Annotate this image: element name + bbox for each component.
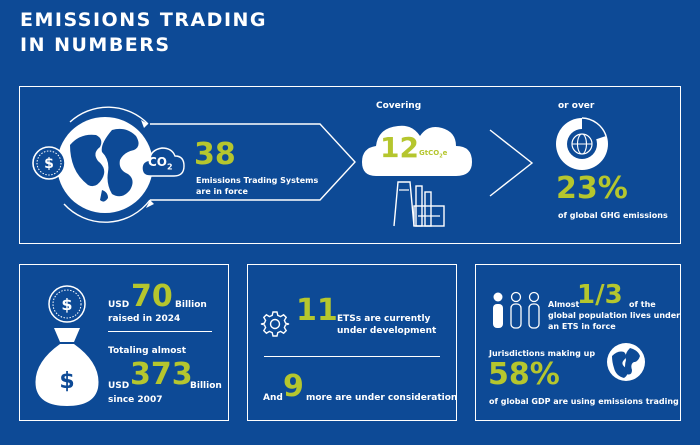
cons-prefix: And (263, 393, 283, 403)
co2-label: CO2 (148, 155, 173, 174)
gdp-text: of global GDP are using emissions tradin… (489, 397, 679, 406)
totaling-label: Totaling almost (108, 346, 187, 356)
ghg-value: 23% (556, 171, 628, 206)
usd-label-2: USD (108, 381, 130, 391)
chevron-right-icon (489, 129, 534, 197)
co2-text: CO (148, 155, 168, 169)
arrow-banner (150, 123, 356, 201)
cons-value: 9 (283, 369, 304, 404)
pop-text-2: global population lives under (548, 311, 681, 320)
svg-text:$: $ (61, 295, 72, 314)
covering-unit-end: e (442, 149, 448, 157)
top-panel (19, 86, 681, 244)
svg-text:$: $ (59, 369, 74, 394)
covering-cloud-icon (362, 125, 472, 176)
ets-text-line-1: Emissions Trading Systems (196, 176, 319, 185)
or-over-label: or over (558, 101, 595, 111)
ghg-text: of global GHG emissions (558, 211, 668, 220)
page-title: EMISSIONS TRADING IN NUMBERS (20, 8, 267, 58)
title-line-1: EMISSIONS TRADING (20, 9, 268, 31)
dev-divider (264, 356, 440, 357)
raised-value: 70 (131, 279, 173, 314)
almost-label: Almost (548, 300, 580, 309)
dev-text-line-1: ETSs are currently (337, 314, 431, 324)
covering-value: 12 (380, 131, 419, 164)
pop-text-1: of the (629, 300, 656, 309)
development-panel (247, 264, 457, 421)
ets-count: 38 (194, 137, 236, 172)
total-text: since 2007 (108, 395, 163, 405)
money-divider (108, 331, 212, 332)
ets-description: Emissions Trading Systems are in force (196, 175, 318, 197)
raised-unit: Billion (175, 300, 207, 310)
gear-icon (260, 311, 290, 337)
title-line-2: IN NUMBERS (20, 34, 171, 56)
covering-unit-text: GtCO (419, 149, 440, 157)
dollar-coin-icon: $ (32, 146, 66, 180)
co2-cloud-icon (141, 147, 185, 177)
population-panel (475, 264, 681, 421)
dev-text: ETSs are currently under development (337, 313, 436, 337)
dev-value: 11 (296, 293, 338, 328)
raised-text: raised in 2024 (108, 314, 181, 324)
dev-text-line-2: under development (337, 326, 437, 336)
ets-text-line-2: are in force (196, 187, 248, 196)
money-panel (19, 264, 229, 421)
covering-unit: GtCO2e (419, 149, 447, 161)
total-unit: Billion (190, 381, 222, 391)
covering-label: Covering (376, 101, 422, 111)
co2-subscript: 2 (167, 162, 173, 172)
earth-icon (607, 343, 645, 381)
pie-globe-icon (556, 117, 608, 170)
jur-text: Jurisdictions making up (489, 349, 596, 358)
factory-icon (393, 181, 445, 227)
gdp-value: 58% (488, 357, 560, 392)
cons-text: more are under consideration (306, 393, 458, 403)
covering-unit-sub: 2 (439, 153, 443, 160)
people-icon (493, 291, 540, 329)
total-value: 373 (130, 357, 193, 392)
pop-text-3: an ETS in force (548, 322, 616, 331)
pop-value: 1/3 (577, 280, 623, 310)
svg-text:$: $ (44, 156, 54, 172)
globe-icon (57, 106, 154, 223)
usd-label-1: USD (108, 300, 130, 310)
money-bag-icon: $ $ (35, 285, 99, 406)
